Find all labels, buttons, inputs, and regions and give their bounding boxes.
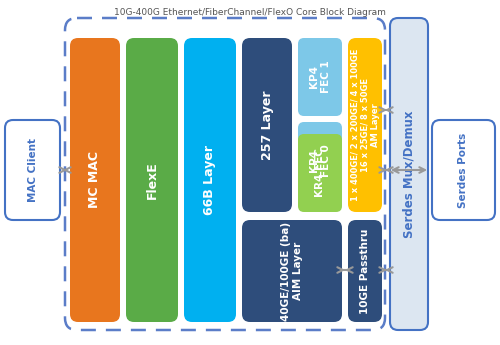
FancyBboxPatch shape xyxy=(242,38,292,212)
Text: MC MAC: MC MAC xyxy=(88,151,102,208)
Text: KP4
FEC 1: KP4 FEC 1 xyxy=(309,61,331,93)
Text: 40GE/100GE (ba)
AIM Layer: 40GE/100GE (ba) AIM Layer xyxy=(281,221,303,321)
FancyBboxPatch shape xyxy=(184,38,236,322)
Text: KR4 FEC: KR4 FEC xyxy=(315,149,325,197)
Text: 10GE Passthru: 10GE Passthru xyxy=(360,228,370,314)
FancyBboxPatch shape xyxy=(390,18,428,330)
FancyBboxPatch shape xyxy=(298,134,342,212)
FancyBboxPatch shape xyxy=(126,38,178,322)
FancyBboxPatch shape xyxy=(432,120,495,220)
FancyBboxPatch shape xyxy=(348,220,382,322)
FancyBboxPatch shape xyxy=(5,120,60,220)
Text: MAC Client: MAC Client xyxy=(28,138,38,202)
FancyBboxPatch shape xyxy=(298,38,342,116)
FancyBboxPatch shape xyxy=(242,220,342,322)
Text: 10G-400G Ethernet/FiberChannel/FlexO Core Block Diagram: 10G-400G Ethernet/FiberChannel/FlexO Cor… xyxy=(114,8,386,17)
Text: Serdes Mux/Demux: Serdes Mux/Demux xyxy=(402,110,415,238)
Text: 66B Layer: 66B Layer xyxy=(204,145,216,215)
Text: Serdes Ports: Serdes Ports xyxy=(458,132,468,208)
FancyBboxPatch shape xyxy=(348,38,382,212)
FancyBboxPatch shape xyxy=(70,38,120,322)
FancyBboxPatch shape xyxy=(298,122,342,200)
Text: 257 Layer: 257 Layer xyxy=(260,90,274,160)
Text: FlexE: FlexE xyxy=(146,161,158,199)
Text: KP4
FEC 0: KP4 FEC 0 xyxy=(309,145,331,177)
Text: 1 x 400GE/ 2 x 200GE/ 4 x 100GE
16 x 25GE/ 8 x 50GE
AM Layer: 1 x 400GE/ 2 x 200GE/ 4 x 100GE 16 x 25G… xyxy=(350,49,380,201)
